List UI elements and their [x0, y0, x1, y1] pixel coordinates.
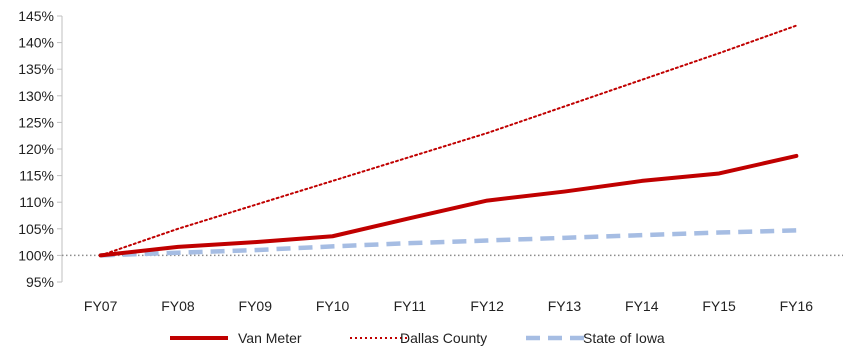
- y-tick-label: 135%: [18, 61, 54, 77]
- x-tick-label: FY15: [702, 298, 736, 314]
- x-tick-label: FY14: [625, 298, 659, 314]
- x-tick-label: FY08: [161, 298, 195, 314]
- x-tick-label: FY07: [84, 298, 118, 314]
- y-tick-label: 120%: [18, 141, 54, 157]
- series-line-van-meter: [101, 156, 797, 255]
- series-line-state-of-iowa: [101, 230, 797, 255]
- y-tick-label: 100%: [18, 247, 54, 263]
- x-tick-label: FY09: [239, 298, 273, 314]
- legend-label: Dallas County: [400, 330, 487, 346]
- y-tick-label: 145%: [18, 8, 54, 24]
- y-tick-label: 140%: [18, 35, 54, 51]
- legend-label: State of Iowa: [583, 330, 665, 346]
- x-tick-label: FY11: [394, 298, 427, 314]
- y-tick-label: 125%: [18, 114, 54, 130]
- y-tick-label: 110%: [19, 194, 54, 210]
- y-tick-label: 95%: [26, 274, 54, 290]
- series-line-dallas-county: [101, 26, 797, 256]
- series-lines: [101, 25, 797, 255]
- x-tick-label: FY13: [548, 298, 582, 314]
- x-tick-label: FY10: [316, 298, 350, 314]
- y-tick-label: 130%: [18, 88, 54, 104]
- y-tick-label: 105%: [18, 221, 54, 237]
- legend-label: Van Meter: [238, 330, 302, 346]
- x-axis: FY07 FY08 FY09 FY10 FY11 FY12 FY13 FY14 FY15 FY16: [62, 255, 843, 314]
- legend: Van Meter Dallas County State of Iowa: [170, 330, 665, 346]
- y-axis: 95% 100% 105% 110% 115% 120% 125% 130% 135% 140% 1…: [18, 8, 62, 290]
- x-tick-label: FY16: [780, 298, 814, 314]
- y-tick-label: 115%: [19, 168, 54, 184]
- x-tick-label: FY12: [470, 298, 504, 314]
